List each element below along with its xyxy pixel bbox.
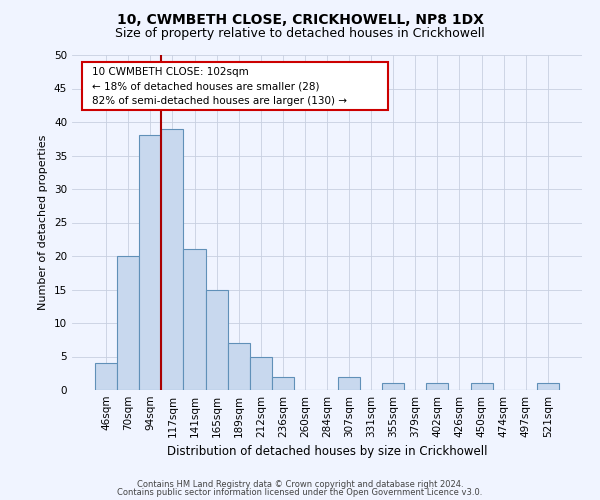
Text: Contains public sector information licensed under the Open Government Licence v3: Contains public sector information licen… [118, 488, 482, 497]
X-axis label: Distribution of detached houses by size in Crickhowell: Distribution of detached houses by size … [167, 446, 487, 458]
Text: 10, CWMBETH CLOSE, CRICKHOWELL, NP8 1DX: 10, CWMBETH CLOSE, CRICKHOWELL, NP8 1DX [116, 12, 484, 26]
Bar [537, 384, 559, 390]
Bar [227, 343, 250, 390]
FancyBboxPatch shape [82, 62, 388, 110]
Bar [206, 290, 227, 390]
Text: 10 CWMBETH CLOSE: 102sqm
← 18% of detached houses are smaller (28)
82% of semi-d: 10 CWMBETH CLOSE: 102sqm ← 18% of detach… [92, 66, 347, 106]
Y-axis label: Number of detached properties: Number of detached properties [38, 135, 49, 310]
Bar [427, 384, 448, 390]
Bar [470, 384, 493, 390]
Bar [161, 128, 184, 390]
Bar [338, 376, 360, 390]
Bar [184, 250, 206, 390]
Bar [272, 376, 294, 390]
Bar [139, 136, 161, 390]
Bar [117, 256, 139, 390]
Bar [95, 363, 117, 390]
Text: Contains HM Land Registry data © Crown copyright and database right 2024.: Contains HM Land Registry data © Crown c… [137, 480, 463, 489]
Bar [382, 384, 404, 390]
Text: Size of property relative to detached houses in Crickhowell: Size of property relative to detached ho… [115, 28, 485, 40]
Bar [250, 356, 272, 390]
